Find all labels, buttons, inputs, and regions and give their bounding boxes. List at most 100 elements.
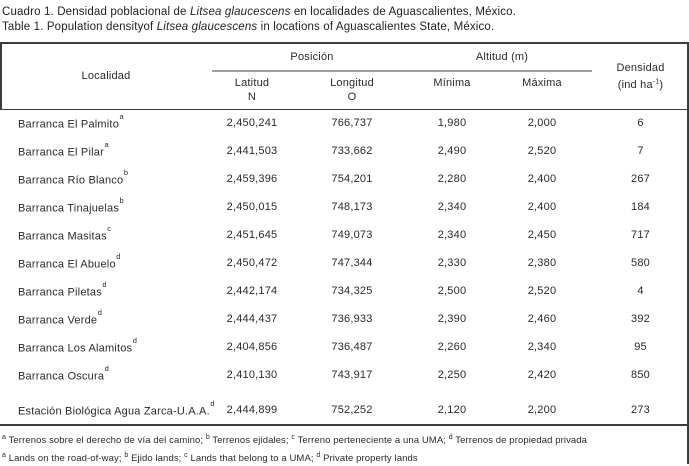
locality-name: Barranca El Pilar: [18, 146, 104, 159]
locality-name: Barranca El Abuelo: [18, 258, 116, 271]
col-header-maxima: Máxima: [522, 77, 562, 89]
cell-longitud: 736,487: [331, 341, 373, 353]
cell-longitud: 743,917: [331, 369, 373, 381]
table-row: Estación Biológica Agua Zarca-U.A.A.d 2,…: [0, 389, 689, 425]
cell-altitud-minima: 1,980: [437, 117, 467, 130]
locality-name: Barranca Los Alamitos: [18, 342, 133, 355]
col-group-altitud: Altitud (m): [412, 43, 593, 72]
table-row: Barranca Oscurad 2,410,130 743,917 2,250…: [0, 361, 689, 389]
densidad-unit-exponent: -1: [652, 77, 660, 85]
densidad-unit: (ind ha-1): [617, 77, 664, 91]
col-header-latitud: Latitud N: [234, 77, 270, 103]
header-row-groups: Localidad Posición Altitud (m) Densidad …: [0, 43, 689, 91]
cell-altitud-maxima: 2,420: [527, 369, 557, 381]
footnote-marker: d: [316, 452, 321, 460]
cell-latitud: 2,404,856: [226, 341, 278, 353]
cell-latitud: 2,450,241: [226, 117, 278, 130]
footnote-marker: d: [97, 307, 103, 317]
cell-altitud-maxima: 2,000: [527, 117, 557, 130]
cell-densidad: 392: [631, 313, 650, 325]
cell-altitud-maxima: 2,450: [527, 229, 557, 241]
cell-longitud: 734,325: [331, 285, 373, 297]
table-footnotes: a Terrenos sobre el derecho de vía del c…: [0, 426, 689, 466]
cell-localidad: Barranca El Palmitoa: [0, 109, 212, 137]
cell-altitud-minima: 2,330: [437, 257, 467, 269]
cell-localidad: Barranca Río Blancob: [0, 165, 212, 193]
table-caption: Cuadro 1. Densidad poblacional de Litsea…: [0, 0, 689, 35]
caption-en-suffix: in locations of Aguascalientes State, Mé…: [257, 21, 495, 33]
cell-densidad: 4: [637, 285, 644, 297]
cell-localidad: Barranca Piletasd: [0, 277, 212, 305]
header-row-subcolumns: Latitud N Longitud O Mínima Máxima: [0, 71, 689, 109]
footnote-marker: d: [210, 398, 215, 408]
footnote-marker: d: [448, 434, 453, 441]
cell-longitud: 754,201: [331, 173, 373, 185]
cell-longitud: 733,662: [331, 145, 373, 157]
table-left-rule: [0, 42, 2, 110]
col-header-densidad: Densidad (ind ha-1): [592, 43, 689, 109]
cell-longitud: 752,252: [331, 404, 373, 416]
footnote-marker: a: [2, 452, 6, 460]
cell-altitud-minima: 2,280: [437, 173, 467, 185]
cell-altitud-maxima: 2,460: [527, 313, 557, 325]
table-row: Barranca Los Alamitosd 2,404,856 736,487…: [0, 333, 689, 361]
cell-altitud-maxima: 2,200: [527, 404, 557, 416]
cell-localidad: Barranca Masitasc: [0, 221, 212, 249]
cell-localidad: Barranca El Pilara: [0, 137, 212, 165]
footnote-marker: c: [107, 223, 112, 233]
table-row: Barranca El Pilara 2,441,503 733,662 2,4…: [0, 137, 689, 165]
table-row: Barranca Río Blancob 2,459,396 754,201 2…: [0, 165, 689, 193]
locality-name: Estación Biológica Agua Zarca-U.A.A.: [18, 405, 210, 418]
table-right-rule: [687, 42, 689, 464]
cell-latitud: 2,442,174: [226, 285, 278, 297]
cell-altitud-maxima: 2,380: [527, 257, 557, 269]
cell-latitud: 2,459,396: [226, 173, 278, 185]
cell-longitud: 736,933: [331, 313, 373, 325]
locality-name: Barranca Verde: [18, 314, 98, 327]
table-row: Barranca Tinajuelasb 2,450,015 748,173 2…: [0, 193, 689, 221]
species-name-italic: Litsea glaucescens: [189, 6, 291, 18]
footnote-marker: c: [291, 434, 295, 441]
col-group-posicion: Posición: [212, 43, 412, 72]
col-header-localidad: Localidad: [81, 70, 131, 83]
table-row: Barranca Masitasc 2,451,645 749,073 2,34…: [0, 221, 689, 249]
caption-es-suffix: en localidades de Aguascalientes, México…: [290, 6, 517, 18]
cell-localidad: Barranca Los Alamitosd: [0, 333, 212, 361]
table-row: Barranca El Abuelod 2,450,472 747,344 2,…: [0, 249, 689, 277]
cell-localidad: Estación Biológica Agua Zarca-U.A.A.d: [0, 389, 215, 425]
footnote-marker: d: [102, 279, 107, 289]
caption-en-prefix: Table 1. Population densityof: [2, 21, 157, 33]
cell-altitud-maxima: 2,400: [527, 201, 557, 213]
footnote-marker: d: [132, 335, 138, 345]
locality-name: Barranca Oscura: [18, 370, 105, 383]
footnote-marker: a: [119, 111, 124, 121]
cell-longitud: 747,344: [331, 257, 373, 269]
col-header-minima: Mínima: [433, 77, 471, 89]
cell-longitud: 749,073: [331, 229, 373, 241]
locality-name: Barranca El Palmito: [18, 118, 120, 131]
cell-densidad: 95: [634, 341, 647, 353]
footnote-marker: a: [104, 139, 109, 149]
cell-localidad: Barranca Tinajuelasb: [0, 193, 212, 221]
locality-name: Barranca Masitas: [18, 230, 107, 243]
col-header-longitud: Longitud O: [330, 77, 374, 103]
cell-densidad: 184: [631, 201, 650, 213]
cell-longitud: 766,737: [331, 117, 373, 130]
cell-latitud: 2,450,472: [226, 257, 278, 269]
footnote-marker: d: [104, 363, 110, 373]
cell-densidad: 273: [631, 404, 650, 416]
cell-localidad: Barranca Oscurad: [0, 361, 212, 389]
footnote-marker: b: [119, 195, 124, 205]
cell-altitud-minima: 2,250: [437, 369, 467, 381]
cell-densidad: 717: [631, 229, 650, 241]
cell-altitud-minima: 2,260: [437, 341, 467, 353]
locality-name: Barranca Río Blanco: [18, 174, 124, 187]
cell-latitud: 2,444,437: [226, 313, 278, 325]
cell-latitud: 2,441,503: [226, 145, 278, 157]
cell-localidad: Barranca El Abuelod: [0, 249, 212, 277]
cell-altitud-minima: 2,340: [437, 229, 467, 241]
cell-densidad: 850: [631, 369, 650, 381]
footnote-line: a Lands on the road-of-way; b Ejido land…: [2, 452, 418, 465]
cell-altitud-maxima: 2,340: [527, 341, 557, 353]
cell-latitud: 2,451,645: [226, 229, 278, 241]
